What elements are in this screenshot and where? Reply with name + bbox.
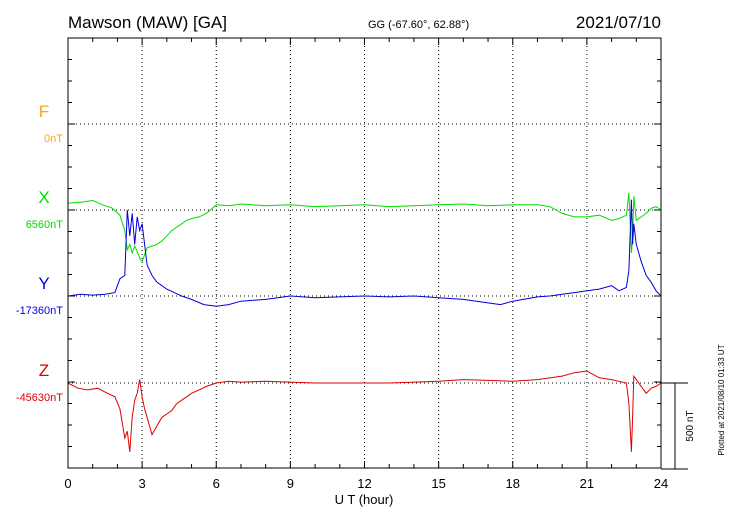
- station-title: Mawson (MAW) [GA]: [68, 13, 227, 32]
- plot-frame: [67, 37, 662, 469]
- series-name-f: F: [39, 102, 49, 121]
- x-tick-label: 9: [287, 476, 294, 491]
- series-name-x: X: [38, 188, 49, 207]
- series-baseline-f: 0nT: [44, 133, 63, 145]
- x-tick-label: 6: [213, 476, 220, 491]
- series-line-x: [67, 192, 662, 263]
- series-name-y: Y: [38, 274, 49, 293]
- x-tick-label: 24: [654, 476, 668, 491]
- plotted-timestamp: Plotted at 2021/08/10 01:33 UT: [717, 344, 726, 455]
- x-tick-label: 21: [580, 476, 594, 491]
- x-tick-label: 15: [431, 476, 445, 491]
- series-baseline-y: -17360nT: [16, 305, 63, 317]
- scale-bar-label: 500 nT: [685, 410, 696, 441]
- x-axis-label: U T (hour): [335, 492, 394, 507]
- series-lines: [67, 192, 662, 452]
- ticks: [67, 37, 662, 469]
- series-line-y: [67, 199, 662, 307]
- x-tick-label: 18: [506, 476, 520, 491]
- series-labels: F 0nT X 6560nT Y -17360nT Z -45630nT: [16, 102, 63, 404]
- coords-label: GG (-67.60°, 62.88°): [368, 19, 469, 31]
- series-name-z: Z: [39, 361, 49, 380]
- x-tick-label: 12: [357, 476, 371, 491]
- x-tick-label: 0: [64, 476, 71, 491]
- series-line-z: [67, 370, 662, 452]
- grid: [68, 38, 661, 468]
- x-tick-label: 3: [139, 476, 146, 491]
- series-baseline-x: 6560nT: [26, 219, 64, 231]
- scale-bar: 500 nT: [661, 382, 696, 470]
- series-baseline-z: -45630nT: [16, 392, 63, 404]
- x-tick-labels: 0 3 6 9 12 15 18 21 24: [64, 476, 668, 491]
- date-label: 2021/07/10: [576, 13, 661, 32]
